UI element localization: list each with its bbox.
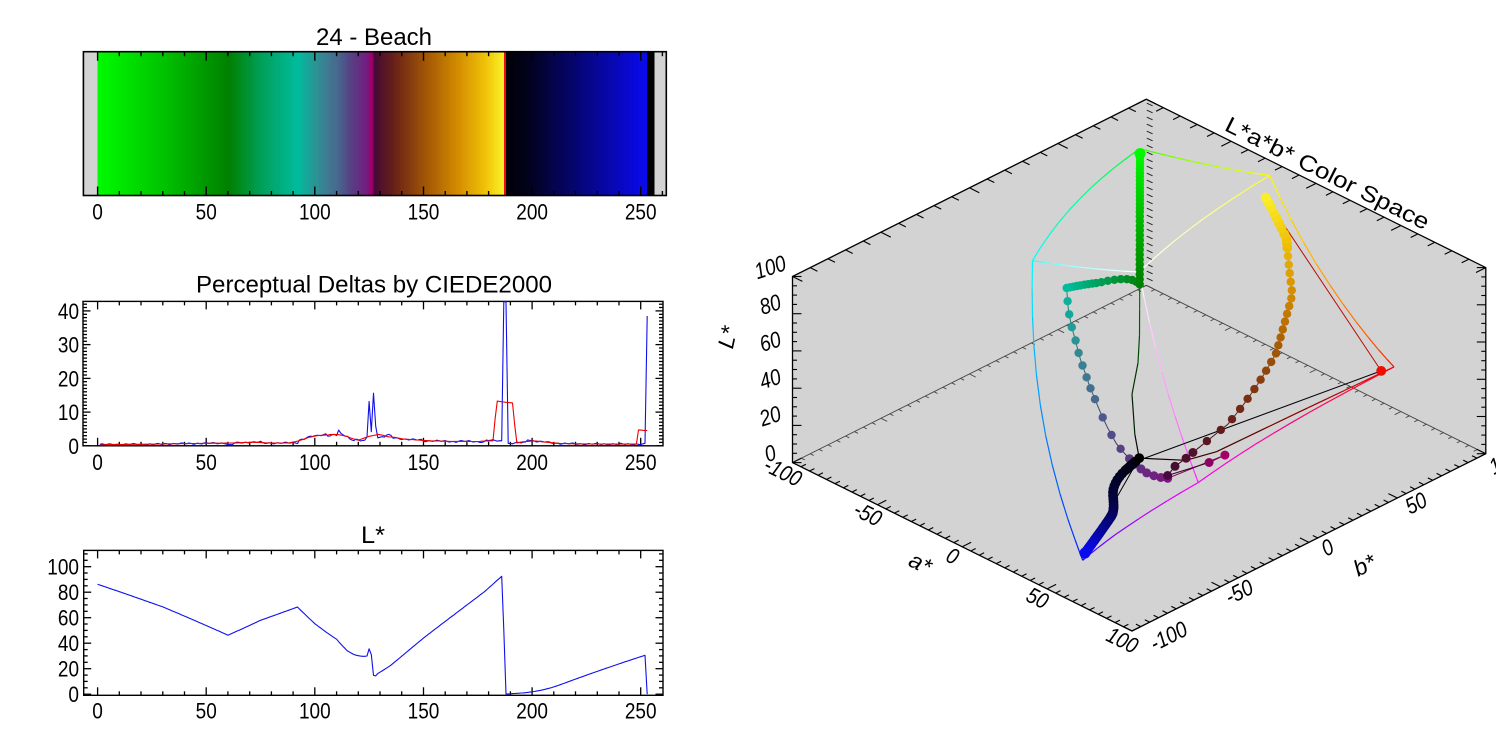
svg-text:0: 0 <box>92 450 103 475</box>
svg-text:20: 20 <box>58 366 79 391</box>
svg-text:24 - Beach: 24 - Beach <box>316 24 432 51</box>
svg-text:150: 150 <box>408 200 440 225</box>
svg-text:50: 50 <box>196 200 217 225</box>
svg-text:50: 50 <box>196 450 217 475</box>
svg-text:30: 30 <box>58 333 79 358</box>
svg-text:200: 200 <box>516 699 548 724</box>
svg-text:100: 100 <box>47 555 79 580</box>
svg-text:100: 100 <box>299 200 331 225</box>
svg-text:0: 0 <box>68 434 79 459</box>
svg-text:250: 250 <box>625 200 657 225</box>
svg-text:40: 40 <box>58 631 79 656</box>
svg-text:50: 50 <box>196 699 217 724</box>
svg-text:10: 10 <box>58 400 79 425</box>
svg-text:250: 250 <box>625 450 657 475</box>
svg-text:250: 250 <box>625 699 657 724</box>
svg-text:200: 200 <box>516 200 548 225</box>
svg-text:0: 0 <box>92 699 103 724</box>
svg-text:80: 80 <box>58 580 79 605</box>
svg-text:150: 150 <box>408 699 440 724</box>
svg-text:0: 0 <box>92 200 103 225</box>
svg-text:40: 40 <box>58 299 79 324</box>
svg-text:Perceptual Deltas by CIEDE2000: Perceptual Deltas by CIEDE2000 <box>196 272 552 299</box>
svg-text:60: 60 <box>58 606 79 631</box>
svg-text:20: 20 <box>58 657 79 682</box>
svg-text:100: 100 <box>299 450 331 475</box>
svg-text:0: 0 <box>68 682 79 707</box>
svg-text:L*: L* <box>361 522 385 549</box>
svg-text:100: 100 <box>299 699 331 724</box>
svg-text:150: 150 <box>408 450 440 475</box>
svg-text:200: 200 <box>516 450 548 475</box>
